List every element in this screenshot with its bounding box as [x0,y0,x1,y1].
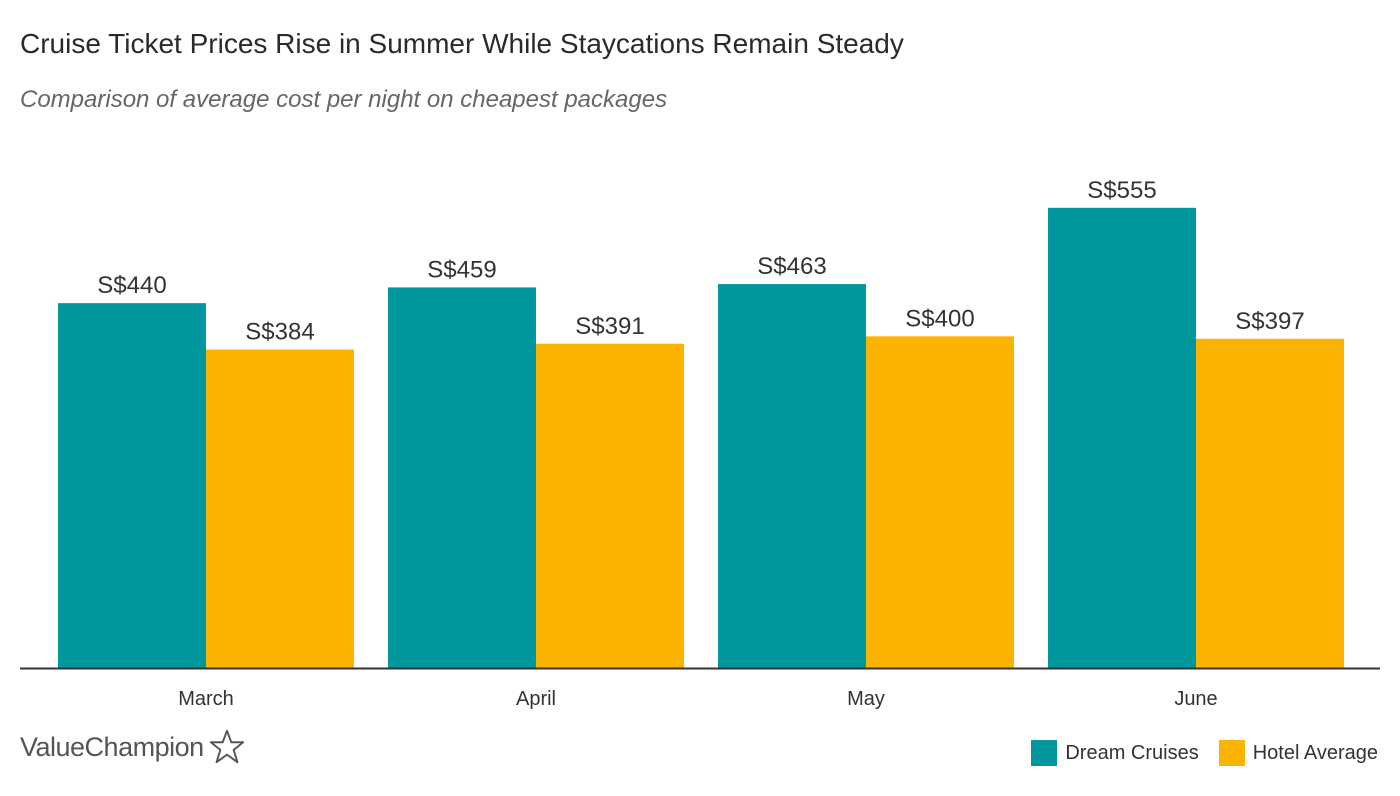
legend-label-hotel-average: Hotel Average [1252,741,1378,764]
bar-hotel-average-may [866,336,1014,668]
bar-hotel-average-april [536,343,684,668]
chart-title: Cruise Ticket Prices Rise in Summer Whil… [20,28,904,59]
value-label-dream-cruises-march: S$440 [97,272,166,299]
value-label-dream-cruises-june: S$555 [1087,177,1156,204]
star-outline-icon [209,729,244,764]
bar-hotel-average-june [1196,338,1344,668]
x-tick-labels-layer: March April May June [178,688,1217,710]
value-label-hotel-average-may: S$400 [905,305,974,332]
bars-layer [58,207,1344,668]
brand-logo: ValueChampion [20,728,246,766]
value-label-hotel-average-june: S$397 [1235,308,1304,335]
bar-hotel-average-march [206,349,354,668]
value-label-dream-cruises-may: S$463 [757,253,826,280]
legend-label-dream-cruises: Dream Cruises [1065,741,1199,764]
legend-swatch-hotel-average [1218,740,1245,766]
bar-dream-cruises-june [1048,207,1196,668]
value-label-hotel-average-april: S$391 [575,313,644,340]
x-tick-label-march: March [178,688,234,710]
x-tick-label-may: May [847,688,885,710]
x-tick-label-april: April [516,688,556,710]
brand-name: ValueChampion [20,731,204,762]
chart-legend: Dream Cruises Hotel Average [1011,740,1378,766]
x-tick-label-june: June [1174,688,1217,710]
value-label-hotel-average-march: S$384 [245,319,314,346]
bar-dream-cruises-april [388,287,536,668]
value-labels-layer: S$440 S$384 S$459 S$391 S$463 S$400 S$555 S$397 [97,177,1304,346]
value-label-dream-cruises-april: S$459 [427,256,496,283]
chart-subtitle: Comparison of average cost per night on … [20,86,668,113]
legend-swatch-dream-cruises [1031,740,1058,766]
bar-dream-cruises-may [718,284,866,668]
legend-item-dream-cruises: Dream Cruises [1031,740,1199,766]
bar-dream-cruises-march [58,303,206,668]
legend-item-hotel-average: Hotel Average [1218,740,1378,766]
